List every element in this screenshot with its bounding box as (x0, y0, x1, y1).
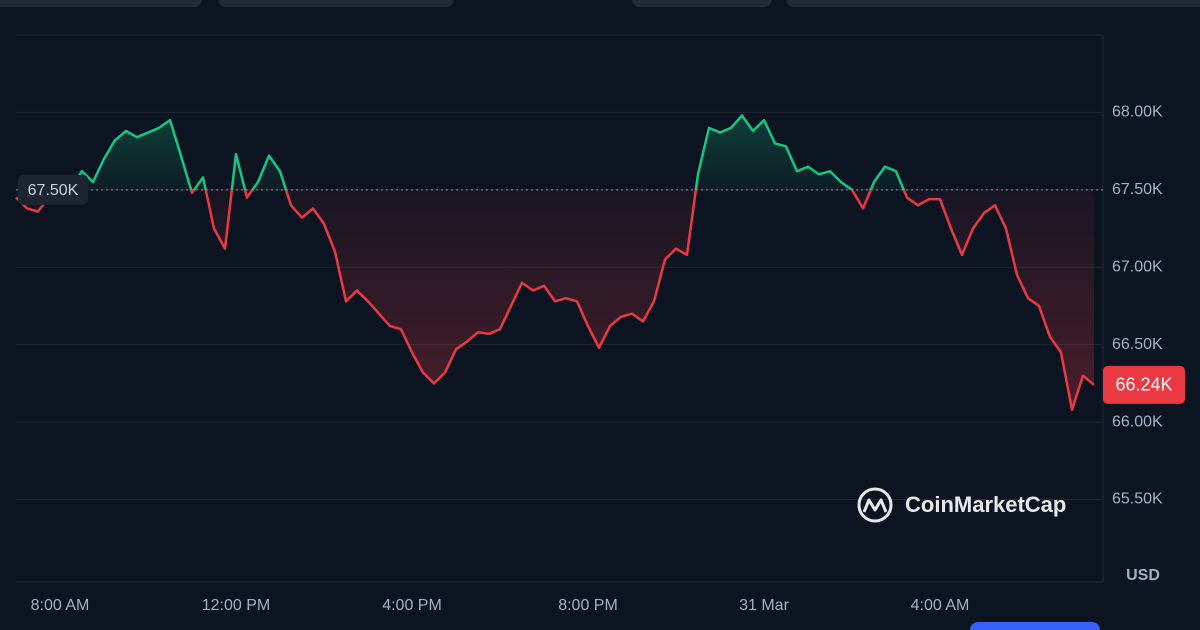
y-tick-label: 66.50K (1112, 336, 1163, 353)
y-tick-label: 65.50K (1112, 491, 1163, 508)
y-tick-label: 66.00K (1112, 413, 1163, 430)
tab[interactable] (0, 0, 202, 7)
y-tick-label: 68.00K (1112, 104, 1163, 121)
x-tick-label: 12:00 PM (202, 597, 270, 614)
plot (15, 114, 1103, 411)
y-tick-label: 67.00K (1112, 258, 1163, 275)
y-tick-label: 67.50K (1112, 181, 1163, 198)
price-line (15, 114, 1095, 411)
price-label: 66.24K (1115, 375, 1172, 395)
x-tick-label: 31 Mar (739, 597, 789, 614)
x-tick-label: 8:00 AM (31, 597, 90, 614)
price-tag (1103, 365, 1185, 404)
button[interactable] (970, 622, 1100, 630)
baseline-label: 67.50K (28, 182, 79, 199)
x-tick-label: 4:00 PM (382, 597, 442, 614)
x-tick-label: 4:00 AM (911, 597, 970, 614)
y-unit: USD (1126, 567, 1160, 584)
labels: 65.50K 66.00K 66.50K 67.00K 67.50K 68.00K 8:00… (18, 104, 1185, 614)
x-tick-label: 8:00 PM (558, 597, 618, 614)
area (16, 115, 1094, 410)
tab[interactable] (786, 0, 1200, 7)
watermark: CoinMarketCap (905, 492, 1066, 517)
watermark-logo (857, 487, 893, 523)
baseline-tag (18, 174, 88, 205)
tab[interactable] (632, 0, 772, 7)
tab[interactable] (218, 0, 454, 7)
